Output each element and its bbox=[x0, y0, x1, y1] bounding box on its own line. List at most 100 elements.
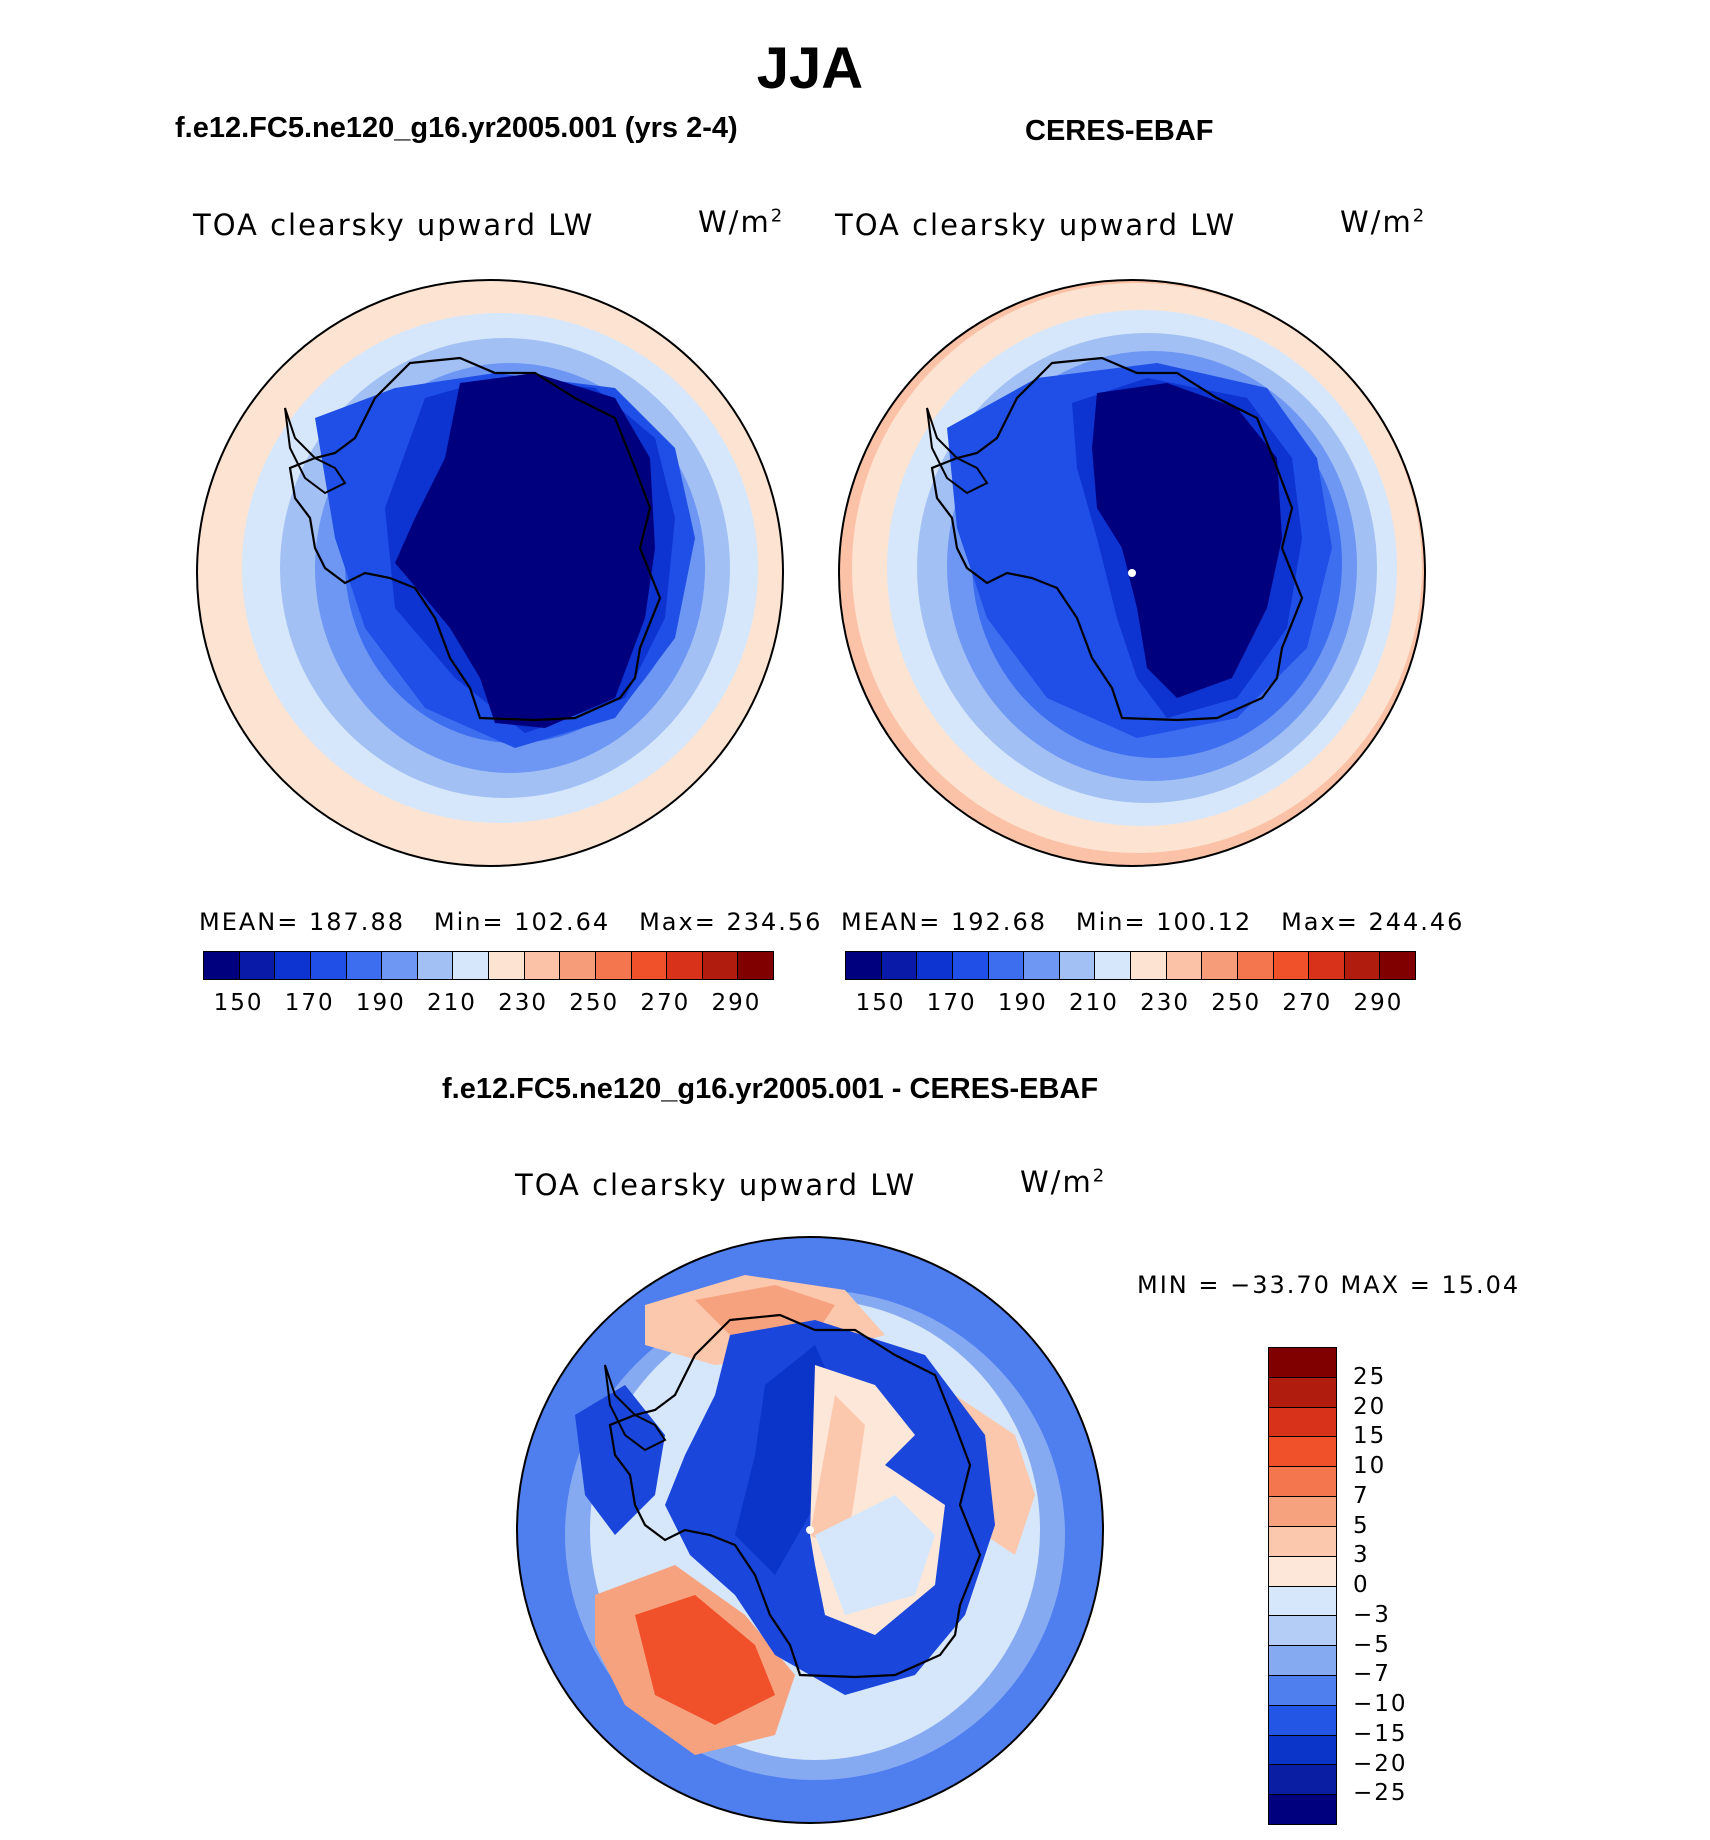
colorbar-cell bbox=[917, 952, 953, 979]
colorbar-tick-label: 210 bbox=[1068, 990, 1119, 1016]
colorbar-tick-label: 170 bbox=[926, 990, 977, 1016]
colorbar-tick-label: 10 bbox=[1353, 1453, 1387, 1479]
model-units-label: W/m2 bbox=[698, 205, 785, 239]
colorbar-tick-label: 190 bbox=[997, 990, 1048, 1016]
colorbar-cell bbox=[988, 952, 1025, 979]
diff-warm-bottom-core bbox=[635, 1595, 775, 1725]
colorbar-tick-label: 250 bbox=[569, 990, 620, 1016]
model-antarctica-core bbox=[395, 373, 655, 728]
colorbar-cell bbox=[1269, 1646, 1336, 1676]
model-colorbar-ticks: 150 170 190 210 230 250 270 290 bbox=[203, 990, 772, 1020]
colorbar-cell bbox=[489, 952, 525, 979]
colorbar-tick-label: −15 bbox=[1353, 1720, 1408, 1747]
model-map-boundary bbox=[196, 279, 784, 867]
colorbar-tick-label: 290 bbox=[711, 990, 762, 1016]
obs-colorbar bbox=[845, 951, 1416, 980]
diff-variable-label: TOA clearsky upward LW bbox=[515, 1168, 917, 1202]
colorbar-cell bbox=[1309, 952, 1345, 979]
colorbar-cell bbox=[310, 952, 347, 979]
colorbar-tick-label: 15 bbox=[1353, 1423, 1387, 1450]
colorbar-tick-label: −25 bbox=[1353, 1780, 1408, 1807]
colorbar-cell bbox=[1269, 1348, 1336, 1378]
colorbar-tick-label: 25 bbox=[1353, 1363, 1387, 1390]
diff-pole-marker bbox=[806, 1526, 814, 1534]
obs-antarctica-core bbox=[1092, 383, 1282, 698]
diff-map-boundary bbox=[516, 1236, 1104, 1824]
colorbar-cell bbox=[453, 952, 489, 979]
obs-pole-marker bbox=[1128, 569, 1136, 577]
colorbar-cell bbox=[1269, 1467, 1336, 1498]
colorbar-cell bbox=[881, 952, 918, 979]
colorbar-cell bbox=[1269, 1616, 1336, 1647]
colorbar-cell bbox=[1269, 1586, 1336, 1617]
colorbar-tick-label: −10 bbox=[1353, 1691, 1408, 1717]
colorbar-cell bbox=[1269, 1526, 1336, 1557]
diff-pale-interior bbox=[815, 1495, 935, 1615]
colorbar-cell bbox=[738, 952, 773, 979]
diff-minmax: MIN = −33.70 MAX = 15.04 bbox=[1137, 1271, 1521, 1299]
obs-variable-label: TOA clearsky upward LW bbox=[835, 208, 1237, 242]
colorbar-cell bbox=[417, 952, 454, 979]
colorbar-cell bbox=[1380, 952, 1415, 979]
model-coastline bbox=[288, 356, 662, 722]
colorbar-tick-label: 170 bbox=[284, 990, 335, 1016]
colorbar-cell bbox=[1166, 952, 1203, 979]
colorbar-tick-label: 3 bbox=[1353, 1542, 1370, 1569]
colorbar-tick-label: −3 bbox=[1353, 1601, 1391, 1628]
colorbar-cell bbox=[1273, 952, 1310, 979]
model-variable-label: TOA clearsky upward LW bbox=[193, 208, 595, 242]
colorbar-tick-label: 210 bbox=[426, 990, 477, 1016]
model-case-title: f.e12.FC5.ne120_g16.yr2005.001 (yrs 2-4) bbox=[175, 112, 738, 144]
colorbar-cell bbox=[1095, 952, 1131, 979]
colorbar-tick-label: 230 bbox=[1140, 990, 1191, 1016]
diff-case-title: f.e12.FC5.ne120_g16.yr2005.001 - CERES-E… bbox=[442, 1073, 1099, 1105]
colorbar-cell bbox=[1269, 1765, 1336, 1796]
figure-title: JJA bbox=[756, 36, 864, 101]
model-stats: MEAN= 187.88 Min= 102.64 Max= 234.56 bbox=[199, 908, 823, 936]
diff-peninsula bbox=[604, 1364, 667, 1452]
colorbar-tick-label: −20 bbox=[1353, 1750, 1408, 1777]
colorbar-tick-label: 290 bbox=[1353, 990, 1404, 1016]
colorbar-tick-label: 270 bbox=[1282, 990, 1333, 1016]
colorbar-cell bbox=[1269, 1795, 1336, 1824]
diff-polar-map bbox=[516, 1236, 1104, 1824]
colorbar-tick-label: −5 bbox=[1353, 1631, 1391, 1658]
colorbar-cell bbox=[1131, 952, 1167, 979]
colorbar-tick-label: 230 bbox=[498, 990, 549, 1016]
colorbar-cell bbox=[1237, 952, 1274, 979]
colorbar-cell bbox=[382, 952, 418, 979]
diff-colorbar bbox=[1268, 1347, 1337, 1825]
colorbar-cell bbox=[275, 952, 311, 979]
colorbar-cell bbox=[1269, 1377, 1336, 1408]
colorbar-cell bbox=[1269, 1675, 1336, 1706]
colorbar-tick-label: 150 bbox=[213, 990, 264, 1016]
colorbar-tick-label: 5 bbox=[1353, 1512, 1370, 1539]
obs-coastline bbox=[930, 356, 1304, 722]
colorbar-tick-label: 270 bbox=[640, 990, 691, 1016]
colorbar-tick-label: 250 bbox=[1211, 990, 1262, 1016]
colorbar-cell bbox=[952, 952, 989, 979]
diff-coastline bbox=[608, 1313, 982, 1679]
model-polar-map bbox=[196, 279, 784, 867]
colorbar-cell bbox=[595, 952, 632, 979]
colorbar-cell bbox=[702, 952, 739, 979]
colorbar-tick-label: 190 bbox=[355, 990, 406, 1016]
obs-peninsula bbox=[926, 407, 989, 495]
colorbar-tick-label: 7 bbox=[1353, 1482, 1370, 1509]
colorbar-tick-label: 150 bbox=[855, 990, 906, 1016]
colorbar-cell bbox=[1344, 952, 1381, 979]
colorbar-cell bbox=[1269, 1735, 1336, 1766]
colorbar-cell bbox=[667, 952, 703, 979]
colorbar-cell bbox=[560, 952, 596, 979]
colorbar-tick-label: −7 bbox=[1353, 1661, 1391, 1688]
colorbar-cell bbox=[631, 952, 668, 979]
obs-polar-map bbox=[838, 279, 1426, 867]
colorbar-cell bbox=[1269, 1705, 1336, 1736]
colorbar-cell bbox=[1269, 1556, 1336, 1587]
colorbar-tick-label: 0 bbox=[1353, 1572, 1370, 1598]
obs-units-label: W/m2 bbox=[1340, 205, 1427, 239]
obs-map-boundary bbox=[838, 279, 1426, 867]
diff-colorbar-ticks: 25 20 15 10 7 5 3 0 −3 −5 −7 −10 −15 −20 −25 bbox=[1353, 1347, 1433, 1823]
model-colorbar bbox=[203, 951, 774, 980]
colorbar-cell bbox=[346, 952, 383, 979]
